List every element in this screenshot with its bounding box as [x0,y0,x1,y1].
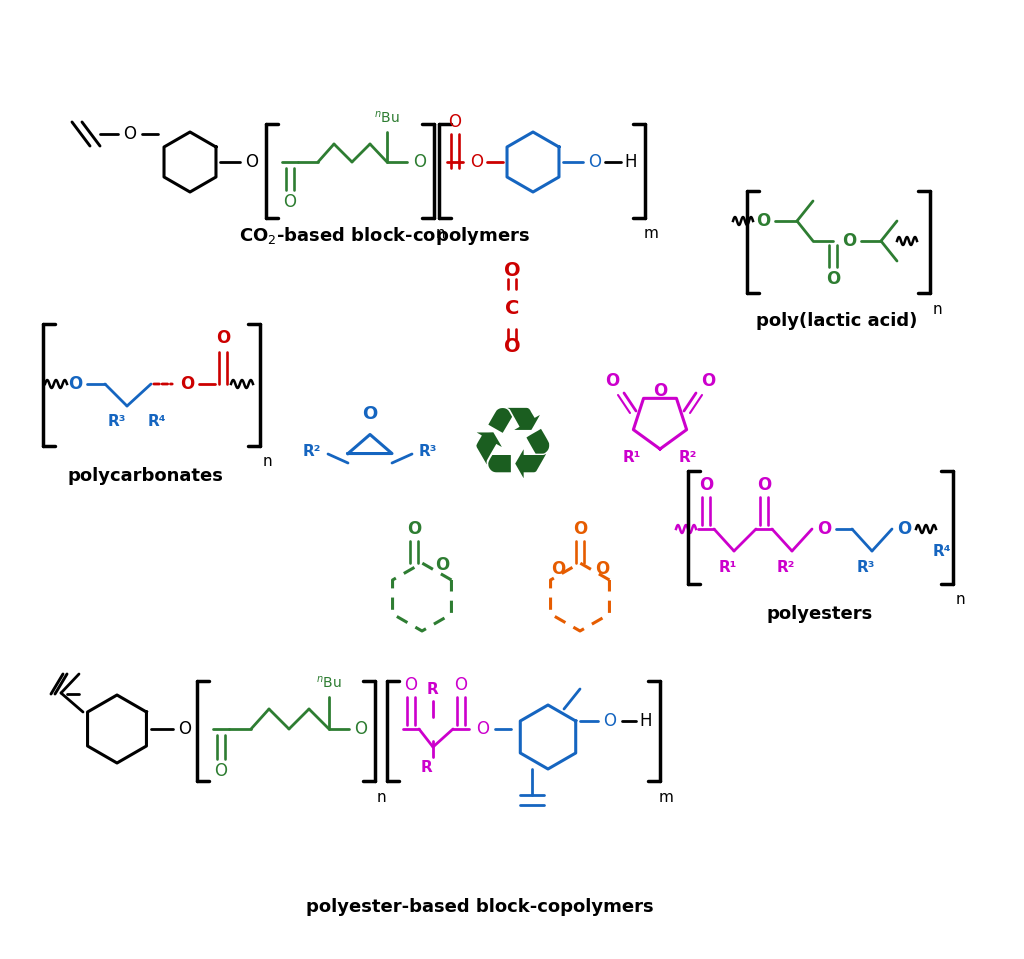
Text: R: R [421,760,433,775]
Text: O: O [817,520,831,538]
Text: O: O [589,153,601,171]
Text: O: O [470,153,483,171]
Text: R²: R² [679,450,697,464]
Text: H: H [640,712,652,730]
Text: O: O [362,405,378,423]
Text: O: O [700,372,715,390]
Text: O: O [756,212,770,230]
Text: O: O [605,372,620,390]
Text: O: O [504,338,520,357]
Text: R¹: R¹ [623,450,641,464]
Text: O: O [214,762,227,780]
Text: O: O [757,476,771,494]
Text: poly(lactic acid): poly(lactic acid) [757,312,918,330]
Text: R⁴: R⁴ [933,544,951,558]
Text: $^n$Bu: $^n$Bu [316,675,342,691]
Text: m: m [658,789,674,805]
Text: R⁴: R⁴ [147,414,166,430]
Text: R³: R³ [857,559,876,574]
Text: CO$_2$-based block-copolymers: CO$_2$-based block-copolymers [240,225,530,247]
Text: O: O [897,520,911,538]
Text: O: O [551,560,565,578]
Text: R¹: R¹ [719,559,737,574]
Text: R²: R² [303,445,322,459]
Text: O: O [698,476,713,494]
Text: O: O [653,382,667,400]
Text: R³: R³ [108,414,126,430]
Text: O: O [435,556,450,574]
Text: O: O [449,113,462,131]
Text: O: O [178,720,191,738]
Text: R³: R³ [419,445,437,459]
Text: O: O [476,720,489,738]
Text: O: O [284,193,297,211]
Text: R²: R² [777,559,796,574]
Text: n: n [376,789,386,805]
Text: n: n [262,455,271,470]
Text: O: O [504,262,520,280]
Text: O: O [455,676,468,694]
Text: n: n [955,593,965,607]
Text: C: C [505,299,519,318]
Text: ♻: ♻ [467,403,557,500]
Text: O: O [404,676,418,694]
Text: polycarbonates: polycarbonates [67,467,223,485]
Text: R: R [427,682,439,696]
Text: n: n [932,301,942,316]
Text: O: O [246,153,258,171]
Text: H: H [625,153,637,171]
Text: O: O [216,329,230,347]
Text: O: O [414,153,427,171]
Text: O: O [595,560,609,578]
Text: n: n [435,226,444,242]
Text: O: O [68,375,82,393]
Text: polyesters: polyesters [767,605,873,623]
Text: O: O [826,270,840,288]
Text: O: O [124,125,136,143]
Text: O: O [842,232,856,250]
Text: polyester-based block-copolymers: polyester-based block-copolymers [306,898,653,916]
Text: $^n$Bu: $^n$Bu [374,110,399,126]
Text: O: O [354,720,368,738]
Text: O: O [180,375,195,393]
Text: O: O [603,712,616,730]
Text: O: O [572,520,587,538]
Text: O: O [407,520,421,538]
Text: m: m [643,226,658,242]
